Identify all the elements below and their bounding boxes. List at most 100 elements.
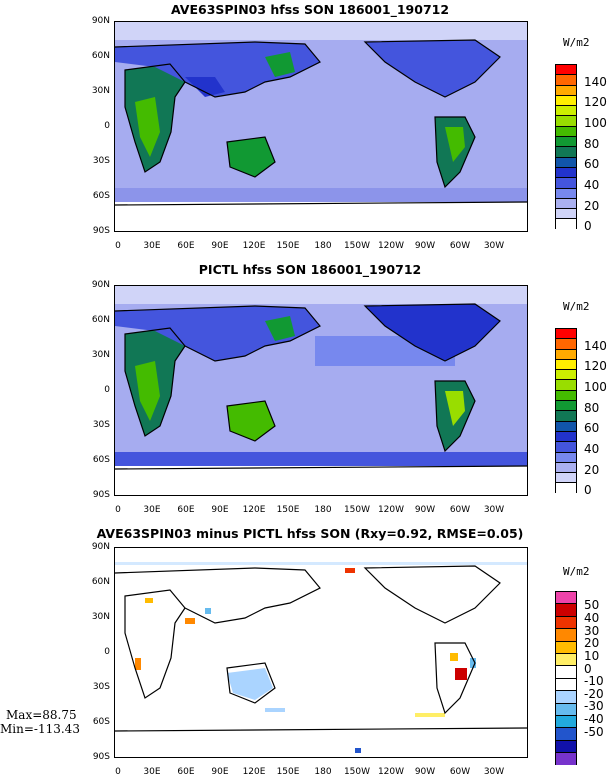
colorbar-swatch	[556, 219, 576, 230]
lon-label: 150E	[276, 767, 300, 777]
panel-difference: AVE63SPIN03 minus PICTL hfss SON (Rxy=0.…	[0, 522, 614, 782]
lon-label: 120E	[242, 241, 266, 251]
lon-label: 120E	[242, 505, 266, 515]
colorbar-swatch	[556, 715, 576, 729]
colorbar-label: -30	[584, 699, 604, 713]
lat-label: 0	[104, 647, 110, 657]
colorbar-label: 50	[584, 598, 600, 612]
colorbar	[555, 64, 577, 230]
lon-label: 90W	[414, 505, 436, 515]
lon-label: 30W	[483, 241, 505, 251]
lon-label: 150W	[343, 767, 371, 777]
colorbar-swatch	[556, 691, 576, 704]
colorbar-swatch	[556, 106, 576, 117]
map-plot	[114, 21, 528, 232]
lat-label: 60N	[91, 51, 110, 61]
panel-pictl: PICTL hfss SON 186001_190712	[0, 260, 614, 518]
colorbar-swatch	[556, 116, 576, 127]
lat-label: 60N	[91, 577, 110, 587]
colorbar-label: 100	[584, 380, 607, 394]
lon-label: 150W	[343, 241, 371, 251]
colorbar-swatch	[556, 188, 576, 199]
colorbar-label: 10	[584, 649, 600, 663]
map-plot	[114, 547, 528, 758]
colorbar-swatch	[556, 666, 576, 679]
colorbar-swatch	[556, 390, 576, 402]
colorbar-label: -40	[584, 712, 604, 726]
colorbar-label: 40	[584, 442, 600, 456]
colorbar-label: 140	[584, 339, 607, 353]
colorbar-label: -20	[584, 687, 604, 701]
colorbar-swatch	[556, 473, 576, 484]
panel-title: AVE63SPIN03 minus PICTL hfss SON (Rxy=0.…	[96, 526, 524, 541]
lon-label: 30W	[483, 767, 505, 777]
colorbar-swatch	[556, 604, 576, 617]
colorbar-swatch	[556, 678, 576, 692]
lat-label: 90N	[91, 542, 110, 552]
lon-label: 150E	[276, 505, 300, 515]
colorbar-swatch	[556, 198, 576, 210]
colorbar-swatch	[556, 75, 576, 86]
lon-label: 90W	[414, 767, 436, 777]
colorbar-swatch	[556, 442, 576, 453]
colorbar-label: 120	[584, 359, 607, 373]
colorbar-label: -10	[584, 674, 604, 688]
colorbar-label: 20	[584, 463, 600, 477]
lon-label: 0	[115, 767, 121, 777]
colorbar-swatch	[556, 380, 576, 391]
colorbar-swatch	[556, 653, 576, 667]
lat-label: 0	[104, 121, 110, 131]
lon-label: 180	[314, 241, 332, 251]
lon-label: 120W	[377, 767, 405, 777]
colorbar-swatch	[556, 85, 576, 96]
colorbar-swatch	[556, 411, 576, 422]
colorbar-swatch	[556, 641, 576, 654]
lat-label: 30N	[91, 612, 110, 622]
lat-label: 60N	[91, 315, 110, 325]
colorbar-label: 60	[584, 421, 600, 435]
colorbar-swatch	[556, 157, 576, 168]
lon-label: 60E	[177, 241, 195, 251]
colorbar-label: 80	[584, 401, 600, 415]
colorbar-swatch	[556, 349, 576, 360]
lon-label: 120W	[377, 505, 405, 515]
lat-label: 30S	[92, 682, 110, 692]
colorbar-label: 60	[584, 157, 600, 171]
lon-label: 90E	[211, 505, 229, 515]
colorbar-swatch	[556, 616, 576, 630]
colorbar-label: 30	[584, 624, 600, 638]
colorbar-unit: W/m2	[563, 300, 590, 313]
lon-label: 30W	[483, 505, 505, 515]
colorbar-swatch	[556, 95, 576, 107]
panel-title: PICTL hfss SON 186001_190712	[198, 262, 422, 277]
colorbar-label: 40	[584, 178, 600, 192]
colorbar-swatch	[556, 462, 576, 474]
colorbar-swatch	[556, 629, 576, 642]
colorbar-label: 20	[584, 199, 600, 213]
lon-label: 30E	[143, 767, 161, 777]
map-plot	[114, 285, 528, 496]
colorbar-swatch	[556, 592, 576, 605]
lat-label: 30N	[91, 350, 110, 360]
colorbar-swatch	[556, 126, 576, 138]
lon-label: 180	[314, 767, 332, 777]
lon-label: 30E	[143, 505, 161, 515]
min-stat: Min=-113.43	[0, 722, 80, 736]
lon-label: 60E	[177, 505, 195, 515]
colorbar-swatch	[556, 740, 576, 754]
panel-title: AVE63SPIN03 hfss SON 186001_190712	[170, 2, 450, 17]
lon-label: 30E	[143, 241, 161, 251]
lat-label: 60S	[92, 191, 110, 201]
lat-label: 30S	[92, 420, 110, 430]
lon-label: 60W	[449, 767, 471, 777]
colorbar-label: -50	[584, 725, 604, 739]
colorbar-unit: W/m2	[563, 36, 590, 49]
lon-label: 150W	[343, 505, 371, 515]
lat-label: 0	[104, 385, 110, 395]
colorbar-swatch	[556, 703, 576, 716]
lat-label: 60S	[92, 455, 110, 465]
colorbar-label: 120	[584, 95, 607, 109]
lat-label: 90S	[92, 490, 110, 500]
colorbar-swatch	[556, 65, 576, 76]
max-stat: Max=88.75	[6, 708, 77, 722]
